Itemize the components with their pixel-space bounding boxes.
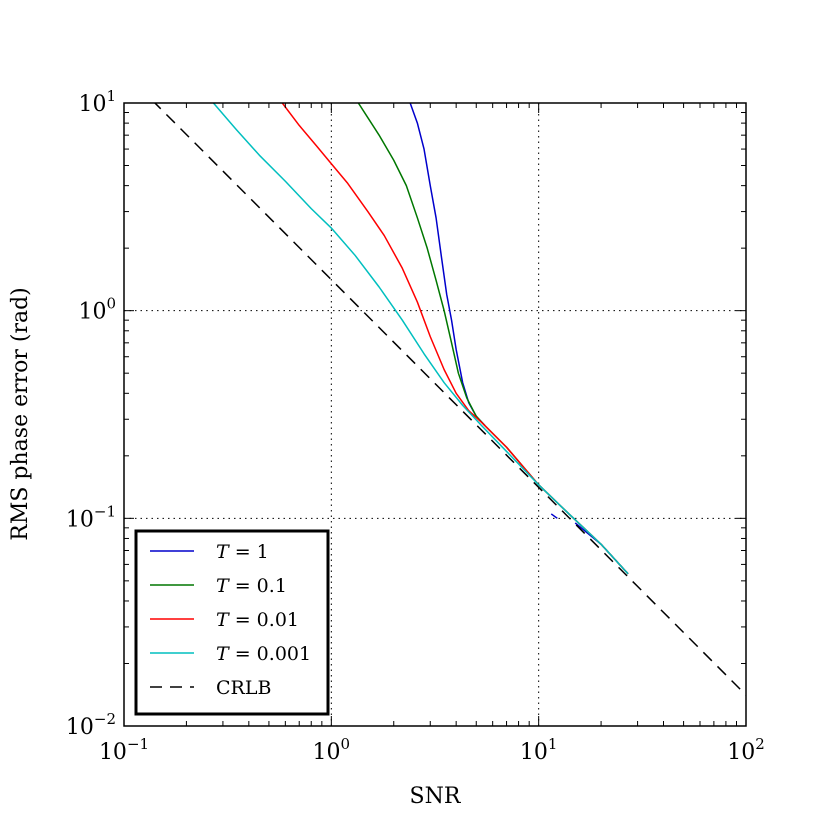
- grid-lines: [124, 103, 746, 726]
- series-lines: [153, 103, 746, 696]
- legend-box: [134, 529, 330, 716]
- series-line-3: [212, 103, 629, 575]
- legend-label-0: T = 1: [216, 541, 269, 563]
- plot-frame: [123, 102, 747, 727]
- legend-label-4: CRLB: [216, 677, 271, 699]
- y-tick-label: 100: [78, 295, 116, 325]
- legend-label-1: T = 0.1: [216, 575, 287, 597]
- legend-label-2: T = 0.01: [216, 609, 299, 631]
- x-tick-label: 102: [727, 735, 765, 765]
- y-tick-label: 101: [78, 87, 116, 117]
- x-tick-label: 100: [313, 735, 351, 765]
- axis-ticks: [123, 102, 747, 727]
- x-axis-label: SNR: [410, 784, 462, 809]
- x-tick-label: 10−1: [99, 735, 149, 765]
- series-line-0-segment-0: [550, 513, 558, 519]
- series-line-1: [357, 103, 629, 575]
- y-tick-label: 10−2: [66, 710, 116, 740]
- legend: T = 1 T = 0.1 T = 0.01 T = 0.001 CRLB: [134, 529, 330, 716]
- y-axis-label: RMS phase error (rad): [8, 287, 33, 541]
- series-line-2: [281, 103, 629, 575]
- y-tick-label: 10−1: [66, 502, 116, 532]
- series-line-4: [153, 103, 746, 696]
- legend-label-3: T = 0.001: [216, 643, 311, 665]
- x-tick-label: 101: [520, 735, 558, 765]
